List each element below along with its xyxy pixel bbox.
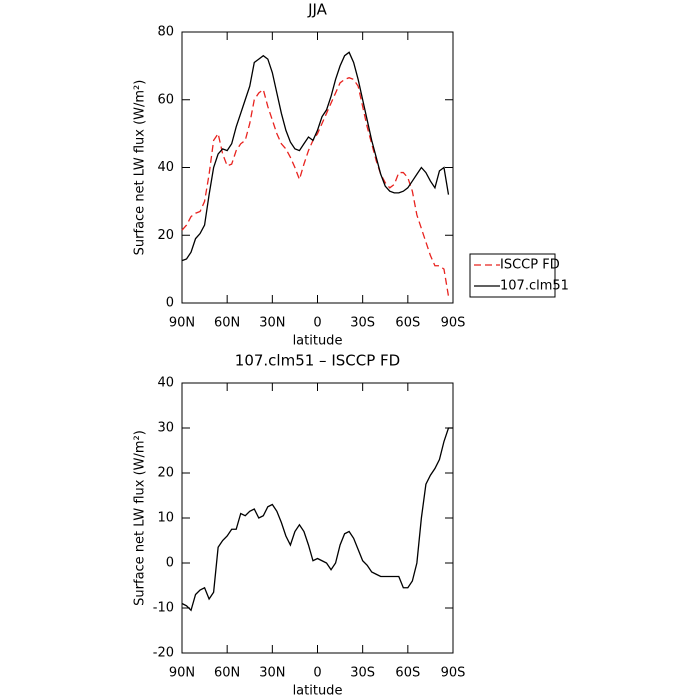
- x-tick-label: 60S: [395, 316, 420, 331]
- y-tick-label: 20: [157, 228, 174, 243]
- y-tick-label: 40: [157, 160, 174, 175]
- chart: JJA 90N 60N 30N 0 30S 60S 90S 0 20 40 60 80 latitude S…: [133, 1, 569, 349]
- plot-frame: [181, 31, 454, 304]
- y-tick-label: 30: [157, 421, 174, 436]
- data-line: [181, 77, 450, 297]
- x-tick-label: 0: [313, 666, 321, 681]
- x-axis-label: latitude: [293, 334, 343, 349]
- x-tick-label: 90S: [441, 666, 466, 681]
- chart-title: 107.clm51 – ISCCP FD: [235, 352, 400, 370]
- y-tick-label: -20: [153, 646, 174, 661]
- y-tick-label: 60: [157, 92, 174, 107]
- y-axis-label: Surface net LW flux (W/m²): [133, 80, 148, 256]
- x-tick-label: 60S: [395, 666, 420, 681]
- x-tick-label: 30N: [259, 316, 285, 331]
- x-tick-label: 30S: [350, 316, 375, 331]
- y-tick-label: 0: [166, 556, 174, 571]
- chart-title: JJA: [307, 1, 328, 19]
- legend-label: ISCCP FD: [500, 258, 560, 273]
- data-line: [181, 427, 453, 612]
- y-tick-label: 40: [157, 376, 174, 391]
- chart: 107.clm51 – ISCCP FD 90N 60N 30N 0 30S 60S 90S -…: [133, 352, 466, 699]
- y-tick-label: 10: [157, 511, 174, 526]
- x-tick-label: 30N: [259, 666, 285, 681]
- x-tick-label: 60N: [214, 666, 240, 681]
- x-tick-label: 60N: [214, 316, 240, 331]
- data-line: [181, 51, 450, 262]
- y-tick-label: 80: [157, 25, 174, 40]
- y-tick-label: -10: [153, 601, 174, 616]
- legend-box: [469, 253, 556, 298]
- x-tick-label: 30S: [350, 666, 375, 681]
- x-tick-label: 90S: [441, 316, 466, 331]
- y-tick-label: 0: [166, 296, 174, 311]
- plot-frame: [181, 382, 454, 654]
- x-tick-label: 90N: [169, 666, 195, 681]
- x-tick-label: 0: [313, 316, 321, 331]
- x-axis-label: latitude: [293, 684, 343, 699]
- x-tick-label: 90N: [169, 316, 195, 331]
- y-tick-label: 20: [157, 466, 174, 481]
- y-axis-label: Surface net LW flux (W/m²): [133, 430, 148, 606]
- legend-label: 107.clm51: [500, 279, 569, 294]
